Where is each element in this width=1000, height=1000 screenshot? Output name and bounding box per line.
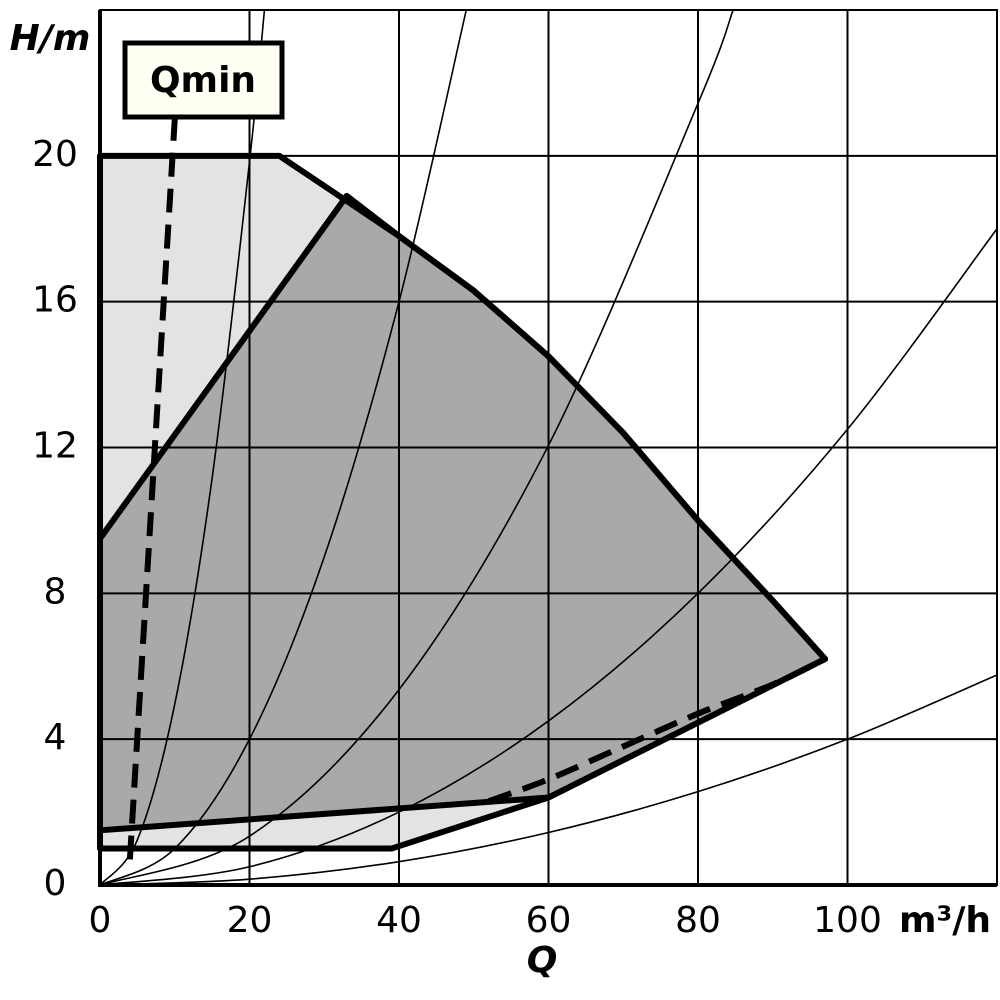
annotation: Qmin	[150, 60, 256, 101]
outlines	[97, 119, 829, 860]
annotation-box	[122, 40, 285, 120]
x-tick-label: 40	[376, 900, 422, 941]
system-curve	[100, 10, 468, 885]
x-tick-label: 80	[675, 900, 721, 941]
x-tick-label: 100	[813, 900, 882, 941]
x-axis-label: Q	[527, 940, 558, 981]
system-curve	[100, 228, 997, 885]
x-tick-label: 20	[227, 900, 273, 941]
region-outline	[97, 192, 829, 834]
y-tick-label: 20	[32, 134, 78, 175]
y-tick-label: 16	[32, 280, 78, 321]
system-curve	[100, 10, 734, 885]
dashed-curve	[126, 119, 178, 860]
x-tick-label: 60	[526, 900, 572, 941]
y-tick-label: 12	[32, 426, 78, 467]
y-tick-label: 4	[44, 717, 67, 758]
y-tick-label: 0	[44, 863, 67, 904]
system-curve	[100, 674, 997, 885]
y-axis-label: H/m	[10, 18, 91, 59]
y-tick-label: 8	[44, 571, 67, 612]
x-axis-unit: m³/h	[899, 900, 991, 941]
dashed-curve	[487, 656, 827, 804]
x-tick-label: 0	[89, 900, 112, 941]
